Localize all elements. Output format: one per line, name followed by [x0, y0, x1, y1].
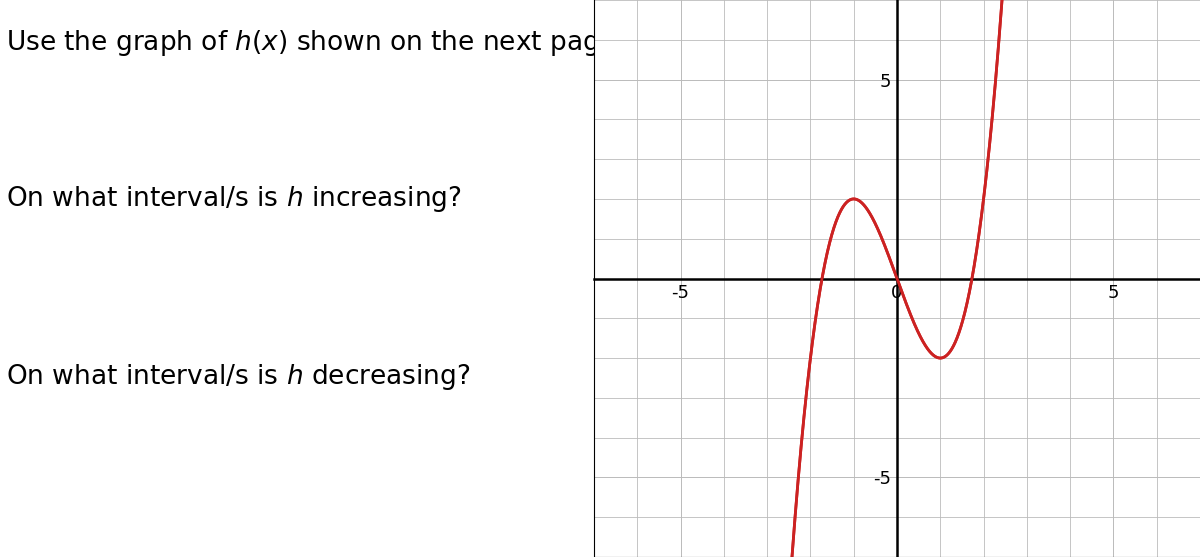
- Text: On what interval/s is $h$ decreasing?: On what interval/s is $h$ decreasing?: [6, 362, 470, 392]
- Text: Use the graph of $h(x)$ shown on the next page to answer the following:: Use the graph of $h(x)$ shown on the nex…: [6, 28, 941, 58]
- Text: On what interval/s is $h$ increasing?: On what interval/s is $h$ increasing?: [6, 184, 462, 214]
